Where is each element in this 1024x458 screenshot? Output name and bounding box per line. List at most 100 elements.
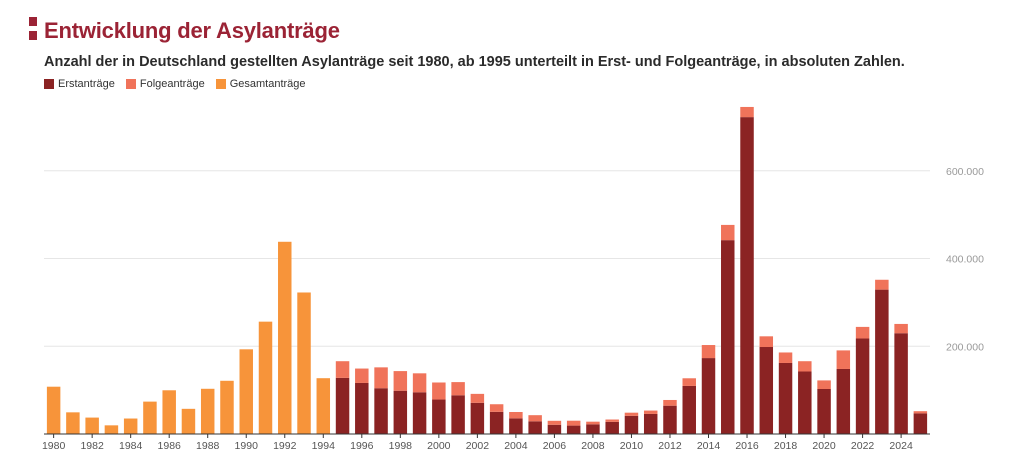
x-tick-label-2008: 2008 bbox=[581, 440, 605, 452]
bar-erstantraege-2017 bbox=[759, 347, 774, 434]
bar-gesamtantraege-1993 bbox=[297, 292, 311, 434]
bar-folgeantraege-1998 bbox=[393, 371, 408, 391]
bar-folgeantraege-2001 bbox=[451, 382, 465, 396]
x-tick-label-1992: 1992 bbox=[273, 440, 297, 452]
bar-erstantraege-2018 bbox=[778, 362, 793, 434]
x-tick-label-1984: 1984 bbox=[119, 440, 143, 452]
bar-erstantraege-2006 bbox=[547, 424, 562, 434]
bar-gesamtantraege-1992 bbox=[278, 241, 292, 434]
bar-erstantraege-2025 bbox=[913, 413, 928, 434]
x-tick-label-2020: 2020 bbox=[812, 440, 836, 452]
bar-folgeantraege-2020 bbox=[817, 380, 831, 390]
bar-folgeantraege-2002 bbox=[470, 393, 485, 403]
bar-folgeantraege-2005 bbox=[528, 415, 542, 422]
chart-title: Entwicklung der Asylanträge bbox=[44, 18, 340, 43]
x-tick-label-1996: 1996 bbox=[350, 440, 374, 452]
bar-folgeantraege-2008 bbox=[586, 421, 600, 425]
bar-folgeantraege-2021 bbox=[836, 350, 851, 369]
bar-erstantraege-2007 bbox=[566, 425, 581, 434]
bar-gesamtantraege-1980 bbox=[46, 386, 61, 434]
bar-erstantraege-2004 bbox=[509, 418, 523, 434]
bar-folgeantraege-2004 bbox=[509, 412, 523, 419]
bar-erstantraege-2015 bbox=[721, 240, 735, 434]
bar-erstantraege-2000 bbox=[432, 399, 446, 434]
legend-label-erstantraege: Erstanträge bbox=[58, 78, 115, 90]
x-tick-label-1982: 1982 bbox=[80, 440, 104, 452]
bar-folgeantraege-2013 bbox=[682, 378, 696, 386]
bar-folgeantraege-1997 bbox=[374, 367, 388, 389]
x-tick-label-1980: 1980 bbox=[42, 440, 66, 452]
bar-gesamtantraege-1983 bbox=[104, 425, 119, 434]
bar-erstantraege-2016 bbox=[740, 117, 754, 434]
bar-erstantraege-1999 bbox=[412, 392, 427, 434]
legend-label-folgeantraege: Folgeanträge bbox=[139, 78, 205, 90]
bar-folgeantraege-2024 bbox=[894, 323, 908, 334]
legend-swatch-erstantraege bbox=[44, 79, 54, 89]
bar-erstantraege-2021 bbox=[836, 368, 851, 434]
title-accent-mark bbox=[29, 17, 37, 41]
bar-erstantraege-2014 bbox=[701, 358, 716, 434]
bar-erstantraege-2024 bbox=[894, 333, 908, 434]
chart-subtitle: Anzahl der in Deutschland gestellten Asy… bbox=[44, 54, 905, 70]
x-tick-label-2018: 2018 bbox=[774, 440, 798, 452]
x-tick-label-2016: 2016 bbox=[735, 440, 759, 452]
bar-erstantraege-1998 bbox=[393, 390, 408, 434]
bar-erstantraege-2023 bbox=[875, 289, 889, 434]
x-tick-label-2002: 2002 bbox=[466, 440, 490, 452]
bar-erstantraege-1996 bbox=[355, 382, 369, 434]
x-tick-label-2022: 2022 bbox=[851, 440, 875, 452]
bar-folgeantraege-1999 bbox=[412, 373, 427, 393]
bar-folgeantraege-2007 bbox=[566, 420, 581, 426]
bar-gesamtantraege-1988 bbox=[200, 388, 215, 434]
bar-folgeantraege-2010 bbox=[624, 412, 639, 416]
legend-label-gesamtantraege: Gesamtanträge bbox=[229, 78, 306, 90]
bar-erstantraege-2011 bbox=[643, 413, 658, 434]
x-tick-label-2004: 2004 bbox=[504, 440, 528, 452]
bar-erstantraege-2013 bbox=[682, 385, 696, 434]
bar-folgeantraege-2009 bbox=[605, 419, 619, 422]
x-tick-label-2000: 2000 bbox=[427, 440, 451, 452]
y-tick-label-600000: 600.000 bbox=[946, 166, 984, 178]
bar-folgeantraege-2023 bbox=[875, 279, 889, 290]
bar-erstantraege-2019 bbox=[798, 371, 812, 434]
bar-folgeantraege-2016 bbox=[740, 106, 754, 118]
bar-folgeantraege-2012 bbox=[663, 399, 677, 406]
x-tick-label-2006: 2006 bbox=[543, 440, 567, 452]
bar-erstantraege-2012 bbox=[663, 405, 677, 434]
bar-folgeantraege-2000 bbox=[432, 382, 446, 400]
bar-erstantraege-2010 bbox=[624, 415, 639, 434]
bar-erstantraege-1997 bbox=[374, 388, 388, 434]
y-tick-label-200000: 200.000 bbox=[946, 341, 984, 353]
bar-folgeantraege-1996 bbox=[355, 368, 369, 383]
x-tick-label-1994: 1994 bbox=[312, 440, 336, 452]
x-tick-label-2024: 2024 bbox=[889, 440, 913, 452]
bar-erstantraege-2022 bbox=[855, 338, 870, 434]
x-tick-label-1998: 1998 bbox=[389, 440, 413, 452]
bar-gesamtantraege-1991 bbox=[258, 321, 273, 434]
x-tick-label-2014: 2014 bbox=[697, 440, 721, 452]
bar-erstantraege-1995 bbox=[335, 377, 350, 434]
legend-item-erstantraege[interactable]: Erstanträge bbox=[44, 78, 115, 90]
bar-erstantraege-2008 bbox=[586, 424, 600, 434]
bar-folgeantraege-2003 bbox=[489, 404, 504, 412]
legend-swatch-gesamtantraege bbox=[215, 79, 226, 89]
bar-erstantraege-2020 bbox=[817, 389, 831, 434]
bar-erstantraege-2005 bbox=[528, 421, 542, 434]
bar-gesamtantraege-1986 bbox=[162, 390, 176, 434]
legend-item-folgeantraege[interactable]: Folgeanträge bbox=[125, 78, 205, 90]
legend-item-gesamtantraege[interactable]: Gesamtanträge bbox=[215, 78, 306, 90]
bar-folgeantraege-2014 bbox=[701, 345, 716, 359]
bar-gesamtantraege-1994 bbox=[316, 378, 331, 434]
bar-gesamtantraege-1981 bbox=[66, 412, 80, 434]
legend: Erstanträge Folgeanträge Gesamtanträge bbox=[44, 78, 306, 90]
bar-erstantraege-2002 bbox=[470, 402, 485, 434]
bar-gesamtantraege-1989 bbox=[220, 380, 234, 434]
bar-folgeantraege-2017 bbox=[759, 336, 774, 348]
bar-gesamtantraege-1990 bbox=[239, 349, 253, 434]
x-tick-label-2012: 2012 bbox=[658, 440, 682, 452]
bar-gesamtantraege-1987 bbox=[181, 408, 196, 434]
x-tick-label-1990: 1990 bbox=[235, 440, 259, 452]
legend-swatch-folgeantraege bbox=[125, 79, 136, 89]
bar-folgeantraege-2018 bbox=[778, 352, 793, 363]
